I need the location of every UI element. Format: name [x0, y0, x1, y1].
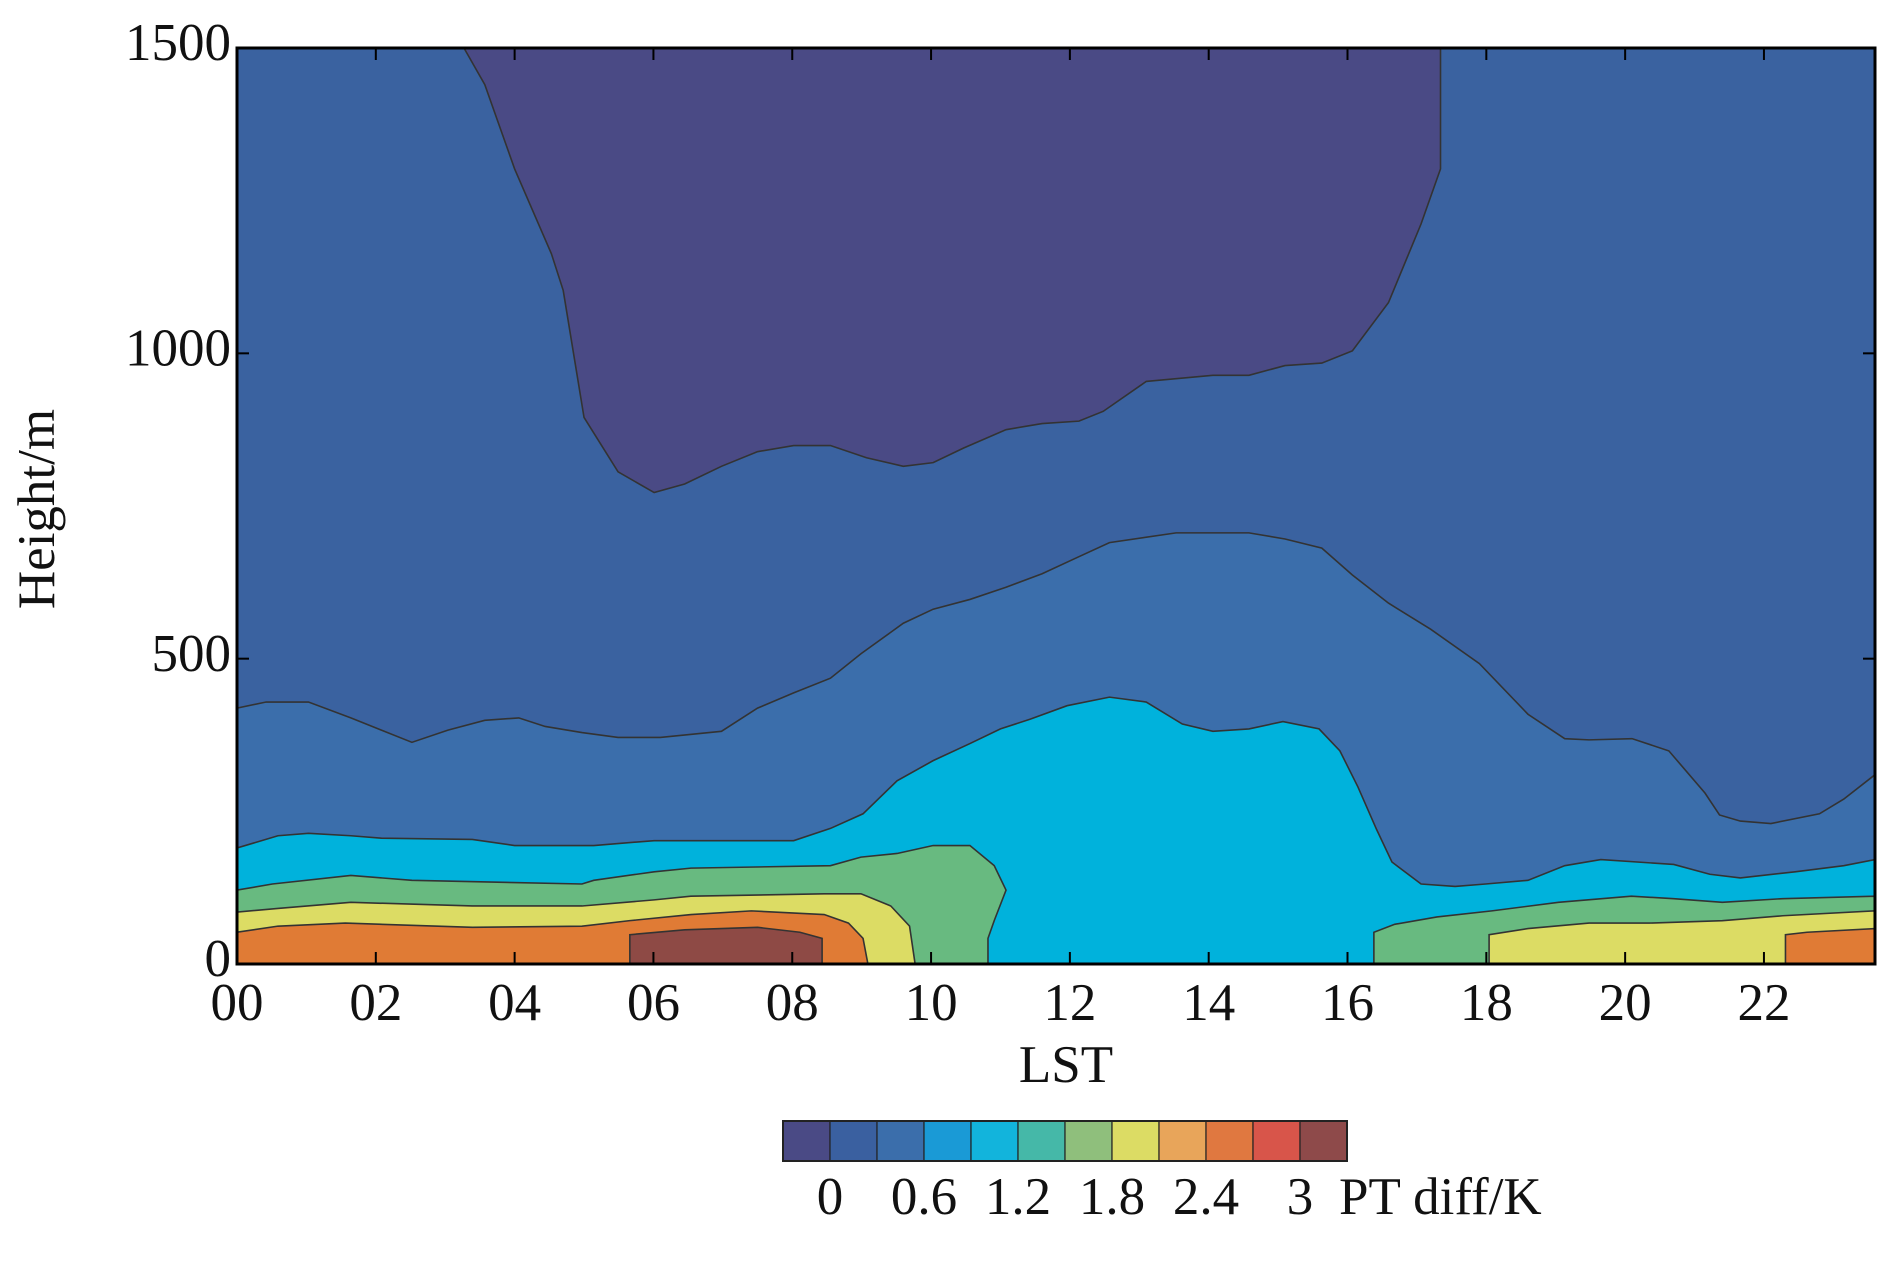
colorbar-box [1064, 1120, 1113, 1162]
x-tick-label: 14 [1182, 974, 1235, 1032]
colorbar-tick-label: 3 [1287, 1168, 1314, 1226]
plot-frame [235, 46, 1877, 966]
y-tick-label: 1500 [125, 14, 231, 72]
colorbar-tick-label: 0 [817, 1168, 844, 1226]
x-tick-label: 22 [1737, 974, 1790, 1032]
y-axis-label: Height/m [8, 409, 66, 609]
colorbar-box [829, 1120, 878, 1162]
contour-region [629, 926, 823, 965]
x-tick-label: 02 [349, 974, 402, 1032]
colorbar-box [970, 1120, 1019, 1162]
x-tick-label: 12 [1043, 974, 1096, 1032]
x-axis-label: LST [1019, 1036, 1113, 1094]
x-tick-label: 18 [1460, 974, 1513, 1032]
colorbar-box [1111, 1120, 1160, 1162]
x-tick-label: 16 [1321, 974, 1374, 1032]
colorbar-tick-label: 1.2 [985, 1168, 1051, 1226]
colorbar-box [782, 1120, 831, 1162]
colorbar-tick-label: 2.4 [1173, 1168, 1239, 1226]
colorbar-frame [782, 1120, 1348, 1162]
x-tick-label: 04 [488, 974, 541, 1032]
x-tick-label: 06 [627, 974, 680, 1032]
colorbar-box [1299, 1120, 1348, 1162]
y-tick-label: 1000 [125, 319, 231, 377]
colorbar-box [1017, 1120, 1066, 1162]
y-tick-label: 0 [205, 930, 232, 988]
colorbar-label: PT diff/K [1339, 1168, 1542, 1226]
colorbar-box [1252, 1120, 1301, 1162]
contour-region [462, 47, 1442, 494]
x-tick-label: 00 [211, 974, 264, 1032]
colorbar-box [1205, 1120, 1254, 1162]
plot-area [236, 47, 1876, 965]
x-tick-label: 08 [766, 974, 819, 1032]
colorbar-box [876, 1120, 925, 1162]
colorbar-box [1158, 1120, 1207, 1162]
y-tick-label: 500 [152, 625, 232, 683]
contour-region [1784, 927, 1876, 965]
colorbar-tick-label: 0.6 [891, 1168, 957, 1226]
colorbar-tick-label: 1.8 [1079, 1168, 1145, 1226]
colorbar-box [923, 1120, 972, 1162]
x-tick-label: 20 [1599, 974, 1652, 1032]
x-tick-label: 10 [905, 974, 958, 1032]
